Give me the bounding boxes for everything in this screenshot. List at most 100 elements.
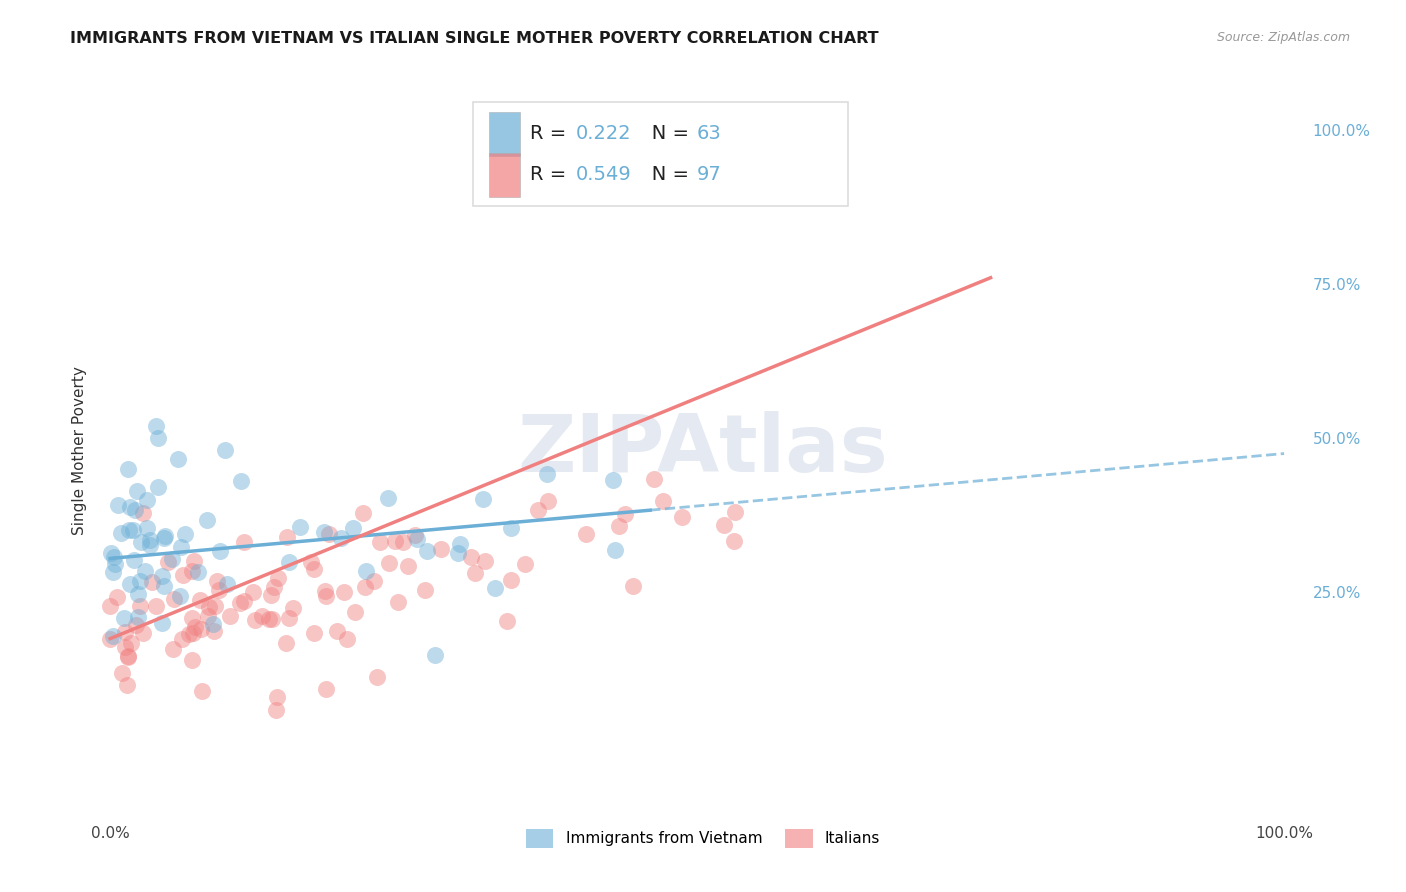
Point	[172, 632, 194, 646]
Point	[260, 588, 283, 602]
Point	[276, 530, 298, 544]
Point	[602, 473, 624, 487]
Point	[233, 534, 256, 549]
Point	[229, 597, 252, 611]
Point	[353, 580, 375, 594]
Point	[274, 636, 297, 650]
Point	[180, 611, 202, 625]
Point	[98, 599, 121, 614]
Point	[406, 532, 429, 546]
Point	[404, 528, 426, 542]
Point	[103, 566, 125, 580]
Point	[129, 534, 152, 549]
Point	[118, 500, 141, 515]
Point	[188, 593, 211, 607]
Point	[198, 599, 221, 614]
Point	[723, 534, 745, 549]
Point	[135, 521, 157, 535]
Point	[366, 670, 388, 684]
Point	[184, 620, 207, 634]
Point	[100, 546, 122, 560]
Point	[202, 617, 225, 632]
Point	[607, 518, 630, 533]
Point	[134, 564, 156, 578]
Point	[290, 520, 312, 534]
Point	[145, 418, 167, 433]
Point	[120, 576, 142, 591]
Point	[318, 527, 340, 541]
Point	[101, 629, 124, 643]
Text: 63: 63	[697, 125, 721, 144]
Point	[231, 475, 253, 489]
Point	[132, 506, 155, 520]
Point	[122, 553, 145, 567]
Point	[416, 544, 439, 558]
Point	[111, 665, 134, 680]
Point	[150, 615, 173, 630]
Point	[114, 640, 136, 654]
Point	[204, 599, 226, 613]
Point	[387, 595, 409, 609]
Point	[205, 574, 228, 588]
Point	[536, 467, 558, 481]
Point	[187, 566, 209, 580]
Point	[326, 624, 349, 638]
Point	[603, 543, 626, 558]
Point	[110, 525, 132, 540]
Point	[190, 622, 212, 636]
Point	[141, 574, 163, 589]
Point	[263, 580, 285, 594]
Point	[278, 555, 301, 569]
Point	[425, 648, 447, 662]
Point	[152, 579, 174, 593]
Y-axis label: Single Mother Poverty: Single Mother Poverty	[72, 366, 87, 535]
Point	[172, 568, 194, 582]
Point	[209, 544, 232, 558]
Point	[117, 648, 139, 663]
Point	[302, 562, 325, 576]
Point	[152, 531, 174, 545]
Point	[652, 494, 675, 508]
Text: R =: R =	[530, 125, 572, 144]
Text: ZIPAtlas: ZIPAtlas	[517, 411, 889, 490]
Point	[139, 533, 162, 548]
Point	[145, 599, 167, 613]
Text: N =: N =	[633, 165, 695, 184]
Point	[202, 624, 225, 638]
Point	[333, 584, 356, 599]
Point	[278, 611, 301, 625]
Point	[183, 554, 205, 568]
Point	[413, 582, 436, 597]
Point	[447, 546, 470, 560]
Point	[266, 690, 288, 705]
Text: 0.222: 0.222	[576, 125, 631, 144]
Text: 0.549: 0.549	[576, 165, 631, 184]
Point	[464, 566, 486, 581]
Point	[299, 555, 322, 569]
Point	[621, 579, 644, 593]
Point	[181, 653, 204, 667]
Point	[166, 451, 188, 466]
Point	[713, 518, 735, 533]
Point	[513, 557, 536, 571]
Point	[460, 550, 482, 565]
Point	[169, 589, 191, 603]
Point	[302, 626, 325, 640]
Point	[232, 593, 254, 607]
Point	[312, 524, 335, 539]
Point	[162, 641, 184, 656]
Point	[250, 609, 273, 624]
Point	[105, 590, 128, 604]
Point	[148, 480, 170, 494]
Point	[499, 520, 522, 534]
Point	[315, 590, 337, 604]
Point	[671, 509, 693, 524]
Point	[501, 573, 523, 587]
Point	[115, 678, 138, 692]
Point	[215, 576, 238, 591]
Point	[343, 605, 366, 619]
Point	[495, 614, 517, 628]
Point	[118, 523, 141, 537]
Point	[129, 574, 152, 588]
Point	[242, 585, 264, 599]
